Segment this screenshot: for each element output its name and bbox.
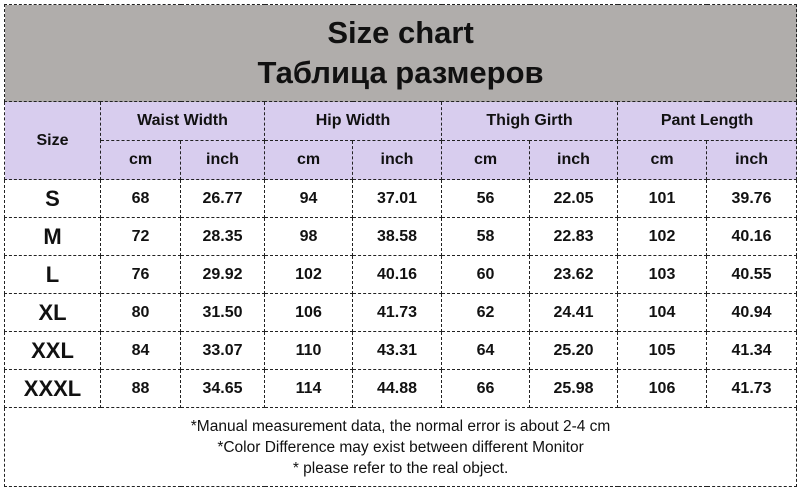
unit-header: cm (617, 140, 707, 180)
value-cell: 98 (264, 217, 353, 256)
value-cell: 25.20 (529, 331, 618, 370)
title-russian: Таблица размеров (257, 55, 544, 90)
value-cell: 40.94 (705, 293, 798, 332)
value-cell: 24.41 (529, 293, 618, 332)
table-row: L 76 29.92 102 40.16 60 23.62 103 40.55 (4, 255, 798, 294)
group-header-pant: Pant Length (616, 101, 798, 141)
value-cell: 72 (100, 217, 181, 256)
group-header-thigh: Thigh Girth (441, 101, 618, 141)
unit-header: inch (352, 140, 442, 180)
value-cell: 28.35 (180, 217, 265, 256)
value-cell: 34.65 (180, 369, 265, 408)
size-chart-table: Size chart Таблица размеров Size Waist W… (3, 4, 798, 487)
unit-header: inch (529, 140, 618, 180)
value-cell: 37.01 (352, 179, 442, 218)
chart-title: Size chart Таблица размеров (3, 4, 798, 102)
value-cell: 31.50 (180, 293, 265, 332)
value-cell: 60 (441, 255, 530, 294)
note: *Manual measurement data, the normal err… (190, 417, 611, 435)
table-row: XXXL 88 34.65 114 44.88 66 25.98 106 41.73 (4, 369, 798, 408)
size-cell: S (4, 179, 101, 218)
table-row: XL 80 31.50 106 41.73 62 24.41 104 40.94 (4, 293, 798, 332)
value-cell: 84 (100, 331, 181, 370)
value-cell: 22.05 (529, 179, 618, 218)
unit-header: cm (264, 140, 353, 180)
value-cell: 94 (264, 179, 353, 218)
title-english: Size chart (327, 14, 474, 50)
value-cell: 41.73 (352, 293, 442, 332)
value-cell: 102 (617, 217, 707, 256)
size-header: Size (4, 101, 101, 180)
value-cell: 80 (100, 293, 181, 332)
size-cell: M (4, 217, 101, 256)
value-cell: 110 (264, 331, 353, 370)
unit-header: cm (441, 140, 530, 180)
value-cell: 44.88 (352, 369, 442, 408)
value-cell: 41.34 (705, 331, 798, 370)
size-cell: L (4, 255, 101, 294)
value-cell: 39.76 (705, 179, 798, 218)
value-cell: 106 (617, 369, 707, 408)
table-row: S 68 26.77 94 37.01 56 22.05 101 39.76 (4, 179, 798, 218)
value-cell: 104 (617, 293, 707, 332)
value-cell: 22.83 (529, 217, 618, 256)
value-cell: 56 (441, 179, 530, 218)
unit-header: inch (180, 140, 265, 180)
value-cell: 114 (264, 369, 353, 408)
value-cell: 26.77 (180, 179, 265, 218)
table-row: M 72 28.35 98 38.58 58 22.83 102 40.16 (4, 217, 798, 256)
value-cell: 68 (100, 179, 181, 218)
value-cell: 40.16 (352, 255, 442, 294)
value-cell: 64 (441, 331, 530, 370)
size-cell: XL (4, 293, 101, 332)
size-cell: XXXL (4, 369, 101, 408)
value-cell: 66 (441, 369, 530, 408)
value-cell: 106 (264, 293, 353, 332)
value-cell: 29.92 (180, 255, 265, 294)
value-cell: 76 (100, 255, 181, 294)
value-cell: 40.55 (705, 255, 798, 294)
value-cell: 40.16 (705, 217, 798, 256)
value-cell: 58 (441, 217, 530, 256)
value-cell: 25.98 (529, 369, 618, 408)
value-cell: 33.07 (180, 331, 265, 370)
note: *Color Difference may exist between diff… (217, 438, 584, 456)
group-header-hip: Hip Width (264, 101, 442, 141)
value-cell: 102 (264, 255, 353, 294)
unit-header: inch (705, 140, 798, 180)
value-cell: 88 (100, 369, 181, 408)
value-cell: 105 (617, 331, 707, 370)
unit-header: cm (100, 140, 181, 180)
value-cell: 103 (617, 255, 707, 294)
table-row: XXL 84 33.07 110 43.31 64 25.20 105 41.34 (4, 331, 798, 370)
value-cell: 23.62 (529, 255, 618, 294)
size-cell: XXL (4, 331, 101, 370)
value-cell: 38.58 (352, 217, 442, 256)
note: * please refer to the real object. (292, 459, 509, 477)
value-cell: 62 (441, 293, 530, 332)
group-header-waist: Waist Width (100, 101, 265, 141)
value-cell: 43.31 (352, 331, 442, 370)
value-cell: 41.73 (705, 369, 798, 408)
value-cell: 101 (617, 179, 707, 218)
footnotes: *Manual measurement data, the normal err… (3, 407, 798, 487)
